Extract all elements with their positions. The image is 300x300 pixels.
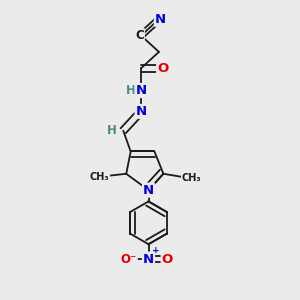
Text: N: N: [136, 84, 147, 97]
Text: H: H: [126, 84, 136, 97]
Text: CH₃: CH₃: [90, 172, 109, 182]
Text: N: N: [155, 13, 166, 26]
Text: C: C: [135, 29, 144, 42]
Text: H: H: [107, 124, 117, 137]
Text: O: O: [162, 253, 173, 266]
Text: CH₃: CH₃: [182, 173, 201, 183]
Text: N: N: [143, 184, 154, 196]
Text: O⁻: O⁻: [121, 253, 137, 266]
Text: N: N: [143, 253, 154, 266]
Text: +: +: [152, 245, 160, 254]
Text: N: N: [136, 105, 147, 118]
Text: O: O: [157, 62, 168, 75]
